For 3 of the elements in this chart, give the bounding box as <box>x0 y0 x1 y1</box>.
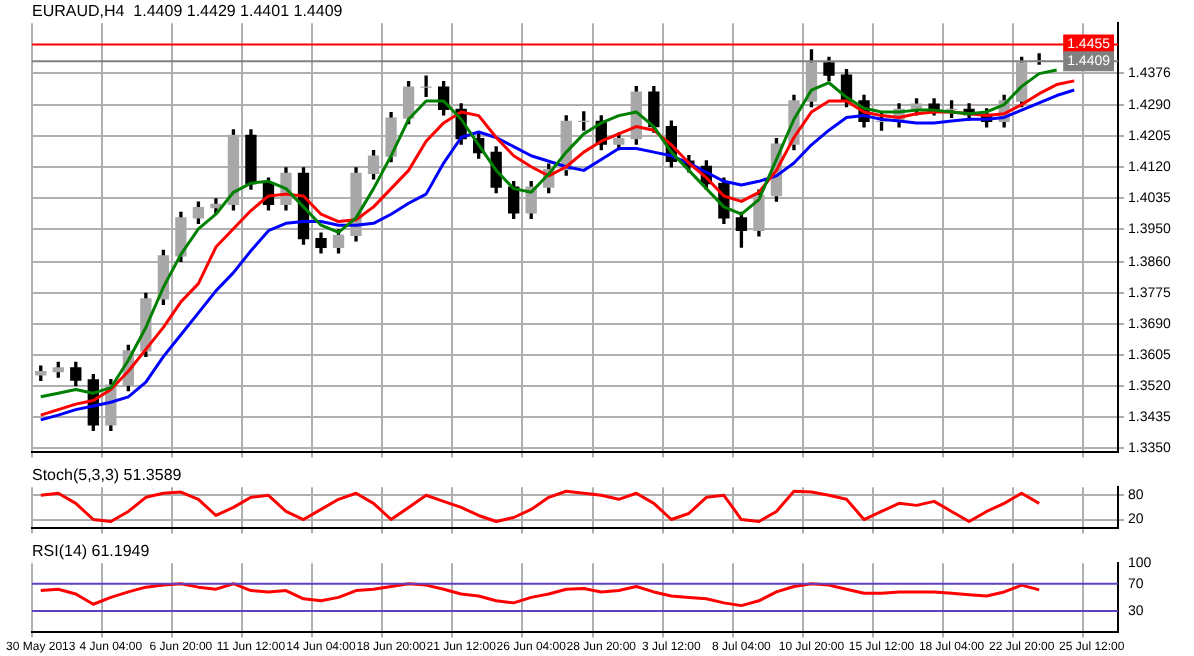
chart-title: RSI(14) 61.1949 <box>32 542 151 561</box>
chart-title: Stoch(5,3,3) 51.3589 <box>32 466 183 485</box>
chart-title: EURAUD,H4 1.4409 1.4429 1.4401 1.4409 <box>32 2 344 21</box>
